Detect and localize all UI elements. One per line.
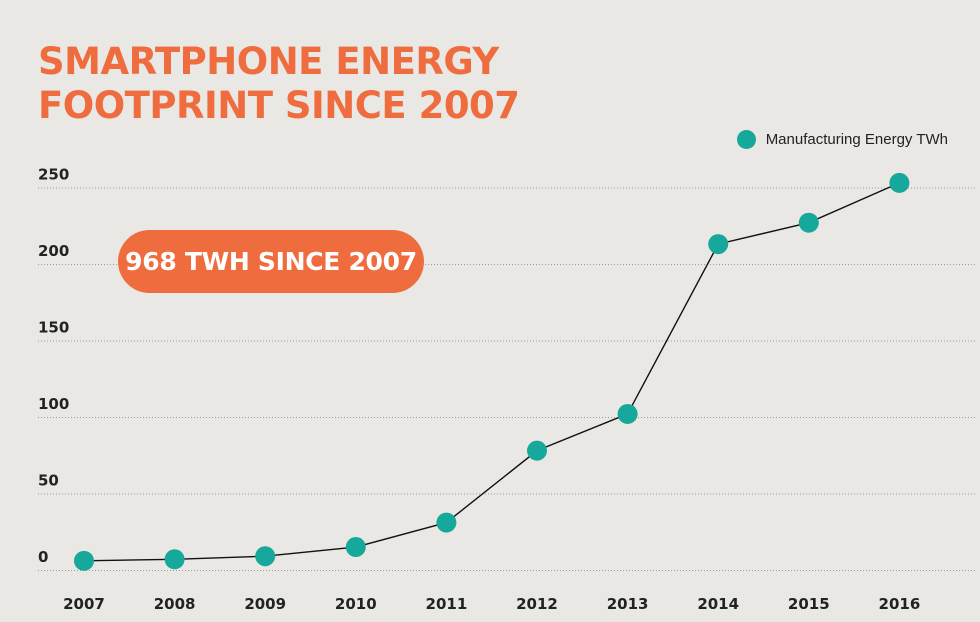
y-tick-label-100: 100 <box>38 395 69 413</box>
x-tick-label-2008: 2008 <box>154 595 196 613</box>
y-tick-label-150: 150 <box>38 319 69 337</box>
y-tick-label-0: 0 <box>38 548 48 566</box>
data-point-2011 <box>436 512 457 533</box>
chart-title-line-1: SMARTPHONE ENERGY <box>38 40 499 83</box>
total-callout-text: 968 TWH SINCE 2007 <box>125 247 417 276</box>
y-axis-ticks: 0 50 100 150 200 250 <box>38 166 69 567</box>
data-point-2010 <box>345 537 366 558</box>
data-point-2013 <box>617 403 638 424</box>
data-point-2015 <box>798 212 819 233</box>
data-point-2007 <box>74 550 94 571</box>
legend: Manufacturing Energy TWh <box>736 130 948 149</box>
data-point-2008 <box>164 549 185 570</box>
y-tick-label-250: 250 <box>38 166 69 184</box>
total-callout-badge: 968 TWH SINCE 2007 <box>118 230 424 293</box>
x-tick-label-2012: 2012 <box>516 595 558 613</box>
data-point-2009 <box>255 546 276 567</box>
x-tick-label-2007: 2007 <box>63 595 105 613</box>
data-point-2014 <box>708 234 729 255</box>
series-line <box>83 182 900 562</box>
x-tick-label-2014: 2014 <box>697 595 739 613</box>
data-point-2012 <box>527 440 547 461</box>
y-tick-label-50: 50 <box>38 472 59 490</box>
x-tick-label-2011: 2011 <box>426 595 468 613</box>
series-manufacturing-energy <box>74 172 910 571</box>
legend-label: Manufacturing Energy TWh <box>765 131 948 148</box>
x-tick-label-2016: 2016 <box>879 595 921 613</box>
data-point-2016 <box>889 172 910 193</box>
x-tick-label-2009: 2009 <box>244 595 286 613</box>
y-tick-label-200: 200 <box>38 242 69 260</box>
x-axis-ticks: 2007 2008 2009 2010 2011 2012 2013 2014 2015 2016 <box>63 595 920 613</box>
x-tick-label-2015: 2015 <box>788 595 830 613</box>
chart-title: SMARTPHONE ENERGY FOOTPRINT SINCE 2007 <box>38 40 520 128</box>
x-tick-label-2010: 2010 <box>335 595 377 613</box>
legend-marker-icon <box>736 130 756 149</box>
x-tick-label-2013: 2013 <box>607 595 649 613</box>
chart-title-line-2: FOOTPRINT SINCE 2007 <box>38 84 520 127</box>
